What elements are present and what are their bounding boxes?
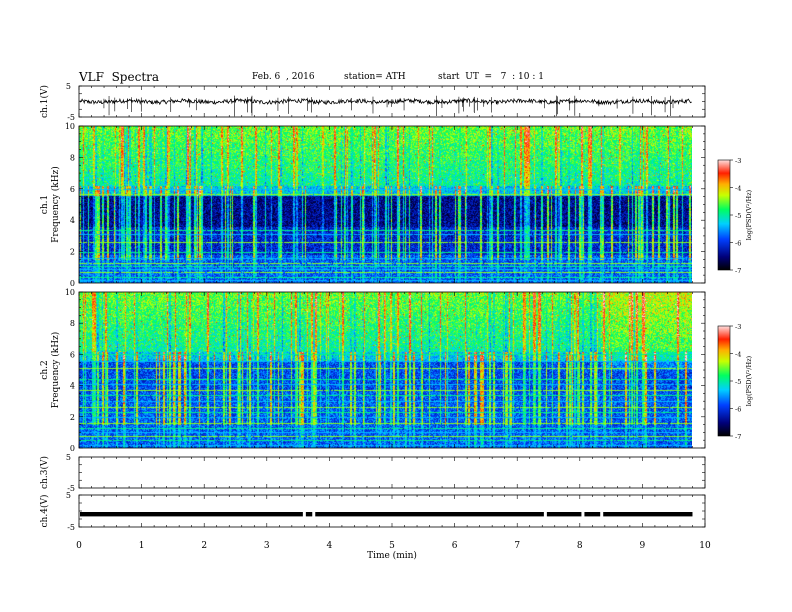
colorbar-tick-label: -6	[735, 406, 741, 414]
colorbar-1	[717, 159, 731, 271]
waveform-trace	[305, 512, 313, 517]
x-tick-label: 9	[640, 541, 646, 551]
x-tick-label: 3	[264, 541, 270, 551]
colorbar-label: log(PSD(V²/Hz)	[745, 355, 753, 406]
y-tick-label: 5	[66, 491, 71, 500]
ch3-waveform: 5 -5 ch.3(V)	[39, 453, 706, 493]
colorbar-tick-label: -5	[735, 212, 741, 220]
x-tick-label: 2	[201, 541, 207, 551]
y-tick-label: 4	[70, 216, 75, 225]
x-tick-label: 4	[327, 541, 333, 551]
y-tick-label: 2	[70, 248, 75, 257]
colorbar-tick-label: -6	[735, 240, 741, 248]
y-axis-label: ch.1(V)	[39, 85, 50, 118]
header-date: Feb. 6 , 2016	[252, 72, 315, 82]
y-tick-label: 4	[70, 382, 75, 391]
y-tick-label: 0	[70, 279, 75, 288]
y-axis-label: ch.3(V)	[39, 456, 50, 489]
colorbar-tick-label: -7	[735, 433, 741, 441]
colorbar-tick-label: -3	[735, 157, 741, 165]
ch1-spectrogram: 0 2 4 6 8 10 ch.1 Frequency (kHz)	[40, 122, 706, 288]
x-tick-label: 7	[514, 541, 520, 551]
y-tick-label: 6	[70, 350, 75, 359]
colorbar-tick-label: -7	[735, 267, 741, 275]
x-tick-label: 6	[452, 541, 458, 551]
header-start-time: start UT = 7 : 10 : 1	[438, 72, 544, 82]
colorbar-tick-label: -3	[735, 323, 741, 331]
x-axis-label: Time (min)	[367, 550, 417, 561]
x-tick-label: 10	[699, 541, 711, 551]
header-station: station= ATH	[344, 72, 406, 82]
colorbar-label: log(PSD(V²/Hz)	[745, 189, 753, 240]
y-tick-label: -5	[67, 484, 75, 493]
waveform-trace	[584, 512, 601, 517]
y-tick-label: 5	[66, 453, 71, 462]
x-tick-label: 1	[139, 541, 145, 551]
ch4-waveform: 5 -5 ch.4(V)	[39, 491, 706, 532]
ch1-waveform: 5 -5 ch.1(V)	[39, 82, 706, 122]
panel-frame-3	[78, 456, 706, 489]
colorbar-tick-label: -4	[735, 185, 741, 193]
y-tick-label: 8	[70, 319, 75, 328]
ch2-spectrogram: 0 2 4 6 8 10 ch.2 Frequency (kHz)	[40, 288, 706, 453]
y-tick-label: 2	[70, 413, 75, 422]
figure-title: VLF Spectra	[79, 70, 160, 84]
waveform-trace	[80, 512, 303, 517]
y-axis-label: ch.4(V)	[39, 495, 50, 528]
waveform-trace	[546, 512, 582, 517]
y-tick-label: 6	[70, 185, 75, 194]
y-tick-label: -5	[67, 113, 75, 122]
channel-label: ch.2	[40, 360, 50, 379]
x-tick-label: 5	[389, 541, 395, 551]
y-tick-label: 8	[70, 153, 75, 162]
y-tick-label: 10	[65, 288, 75, 297]
y-tick-label: 0	[70, 444, 75, 453]
panel-frame-4	[78, 494, 706, 528]
waveform-trace	[315, 512, 544, 517]
waveform-trace	[603, 512, 693, 517]
y-tick-label: -5	[67, 523, 75, 532]
channel-label: ch.1	[40, 195, 50, 214]
colorbar-tick-label: -4	[735, 351, 741, 359]
y-axis-label: Frequency (kHz)	[50, 166, 61, 243]
x-tick-label: 8	[577, 541, 583, 551]
spectrogram-image	[79, 292, 692, 448]
colorbar-tick-label: -5	[735, 378, 741, 386]
y-tick-label: 5	[66, 82, 71, 91]
x-tick-label: 0	[76, 541, 82, 551]
spectrogram-image	[79, 126, 692, 283]
waveform-trace	[79, 97, 692, 106]
y-tick-label: 10	[65, 122, 75, 131]
colorbar-2	[717, 325, 731, 437]
y-axis-label: Frequency (kHz)	[50, 332, 61, 409]
